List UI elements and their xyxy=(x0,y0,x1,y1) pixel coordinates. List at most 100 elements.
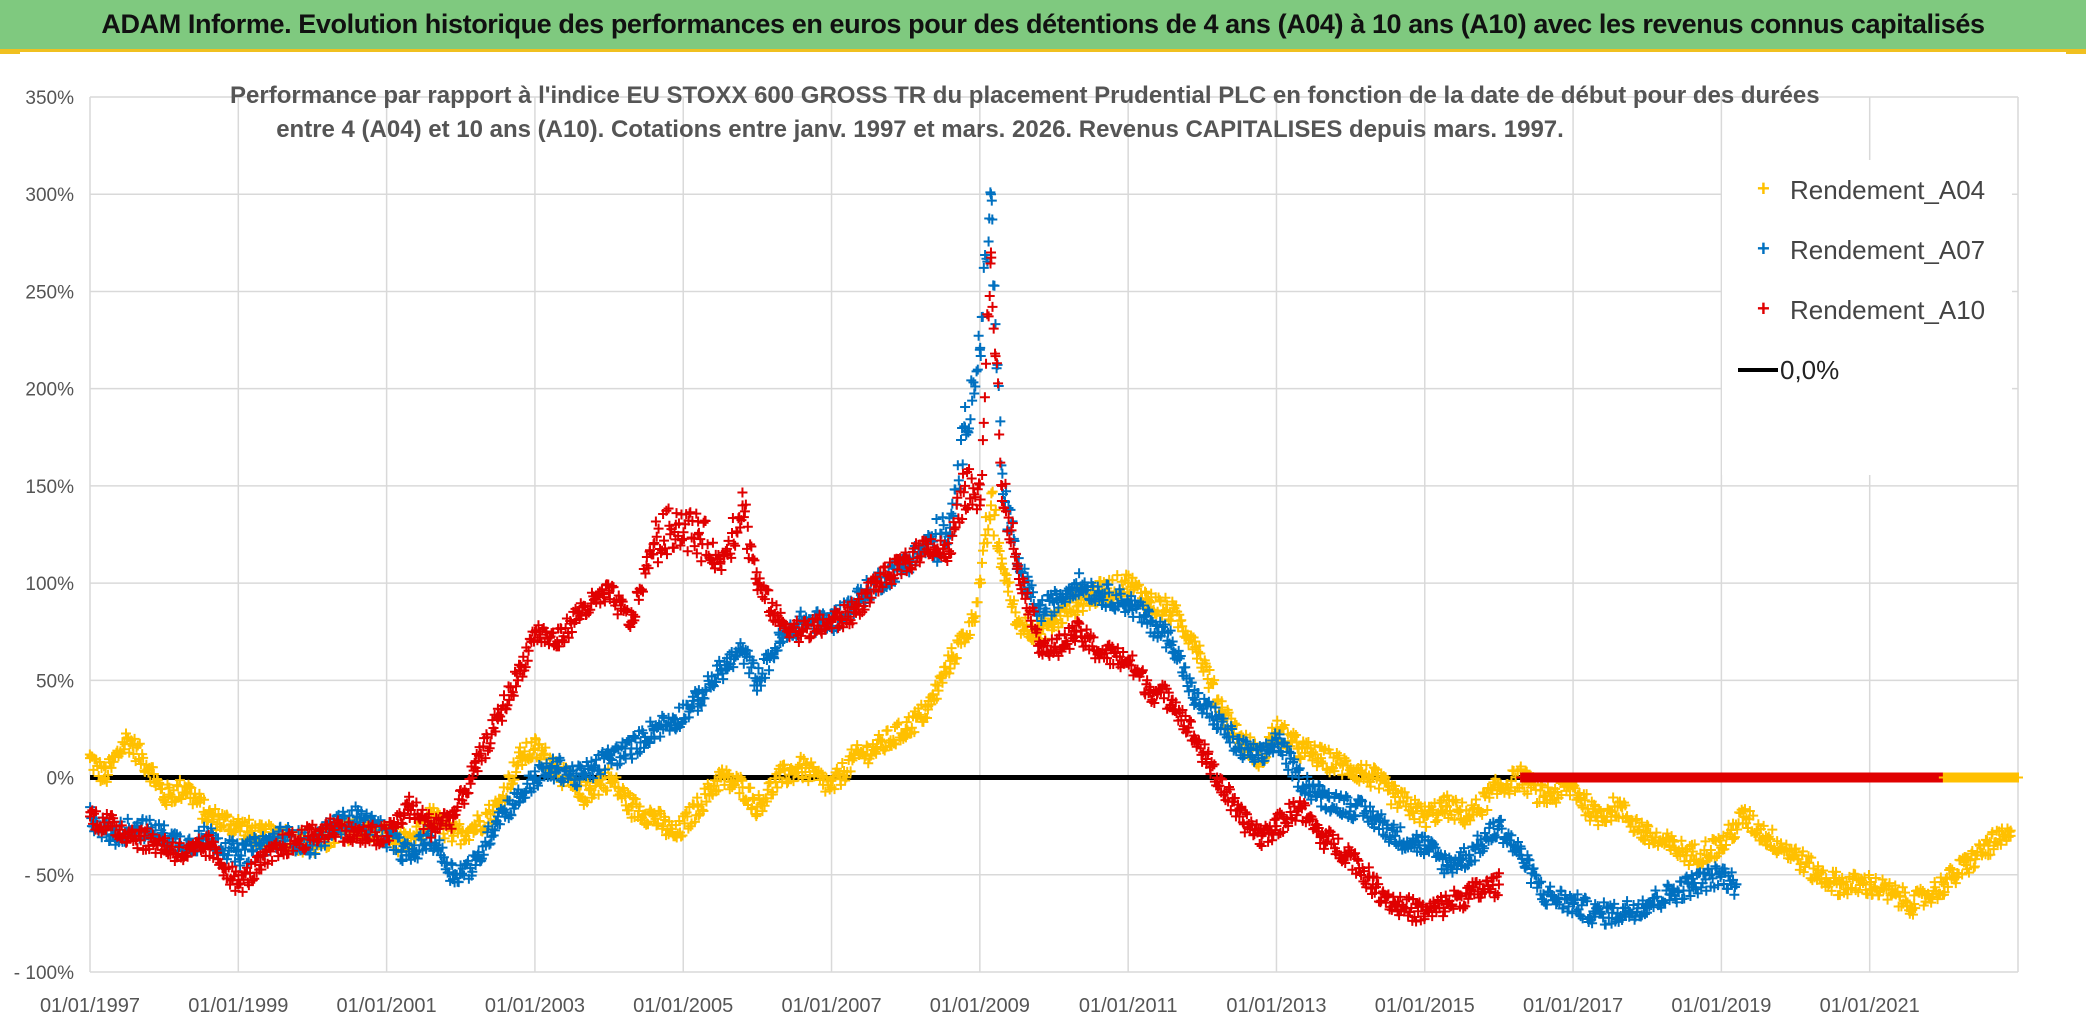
data-point xyxy=(965,414,976,425)
data-point xyxy=(1957,869,1968,880)
data-point xyxy=(1000,506,1011,517)
data-point xyxy=(859,604,870,615)
data-point xyxy=(652,557,663,568)
data-point xyxy=(1729,832,1740,843)
data-point xyxy=(847,618,858,629)
data-point xyxy=(648,539,659,550)
data-point xyxy=(636,584,647,595)
data-point xyxy=(820,786,831,797)
data-point xyxy=(1657,896,1668,907)
data-point xyxy=(881,577,892,588)
data-point xyxy=(1300,800,1311,811)
data-point xyxy=(1003,586,1014,597)
data-point xyxy=(693,810,704,821)
data-point xyxy=(985,247,996,258)
data-point xyxy=(990,351,1001,362)
data-point xyxy=(746,803,757,814)
data-point xyxy=(663,503,674,514)
data-point xyxy=(774,772,785,783)
data-point xyxy=(987,301,998,312)
data-point xyxy=(492,811,503,822)
data-point xyxy=(1767,824,1778,835)
data-point xyxy=(649,733,660,744)
data-point xyxy=(1541,899,1552,910)
data-point xyxy=(255,860,266,871)
data-point xyxy=(174,775,185,786)
data-point xyxy=(759,594,770,605)
data-point xyxy=(439,833,450,844)
data-point xyxy=(1145,617,1156,627)
data-point xyxy=(1229,793,1240,804)
data-point xyxy=(1137,665,1148,676)
data-point xyxy=(1753,819,1764,830)
data-point xyxy=(1662,879,1673,890)
data-point xyxy=(1329,766,1340,777)
data-point xyxy=(651,531,662,542)
data-point xyxy=(1576,900,1587,911)
data-point xyxy=(1240,807,1251,818)
data-point xyxy=(1716,869,1727,880)
data-point xyxy=(1173,645,1184,656)
data-point xyxy=(1458,843,1469,854)
data-point xyxy=(628,609,639,620)
data-point xyxy=(1010,548,1021,559)
data-point xyxy=(480,807,491,818)
data-point xyxy=(489,825,500,836)
data-point xyxy=(1185,716,1196,727)
data-point xyxy=(691,548,702,559)
data-point xyxy=(791,767,802,778)
data-point xyxy=(1532,882,1543,893)
data-point xyxy=(181,850,192,861)
data-point xyxy=(989,510,1000,521)
data-point xyxy=(403,801,414,812)
data-point xyxy=(1049,646,1059,657)
data-point xyxy=(988,530,999,541)
data-point xyxy=(648,549,659,560)
data-point xyxy=(774,617,785,627)
data-point xyxy=(488,830,499,841)
data-point xyxy=(1636,817,1647,828)
data-point xyxy=(1930,882,1941,893)
data-point xyxy=(426,832,437,843)
data-point xyxy=(1726,867,1737,878)
data-point xyxy=(629,732,640,743)
data-point xyxy=(826,782,837,793)
data-point xyxy=(277,840,288,851)
data-point xyxy=(85,753,95,764)
data-point xyxy=(506,810,517,821)
data-point xyxy=(1595,906,1606,917)
data-point xyxy=(1011,558,1022,569)
data-point xyxy=(723,535,734,546)
data-point xyxy=(1945,862,1956,873)
data-point xyxy=(1361,882,1372,893)
data-point xyxy=(1582,896,1593,907)
data-point xyxy=(1608,792,1619,803)
data-point xyxy=(695,534,706,545)
data-point xyxy=(1212,772,1223,783)
data-point xyxy=(1448,903,1459,914)
data-point xyxy=(786,762,797,773)
data-point xyxy=(967,617,978,627)
data-point xyxy=(990,319,1001,330)
data-point xyxy=(1594,804,1605,815)
data-point xyxy=(1337,769,1348,780)
data-point xyxy=(540,742,551,753)
data-point xyxy=(1293,772,1304,783)
data-point xyxy=(848,607,859,618)
data-point xyxy=(970,492,981,503)
data-point xyxy=(836,613,847,624)
data-point xyxy=(752,578,763,589)
data-point xyxy=(1342,792,1353,803)
data-point xyxy=(1011,617,1022,627)
data-point xyxy=(1284,746,1295,757)
data-point xyxy=(210,803,221,814)
data-point xyxy=(1409,912,1420,923)
data-point xyxy=(979,392,990,403)
data-point xyxy=(218,820,229,831)
data-point xyxy=(246,846,257,857)
data-point xyxy=(1112,643,1123,654)
data-point xyxy=(199,821,210,832)
data-point xyxy=(949,524,960,535)
data-point xyxy=(748,553,759,564)
data-point xyxy=(574,607,585,618)
